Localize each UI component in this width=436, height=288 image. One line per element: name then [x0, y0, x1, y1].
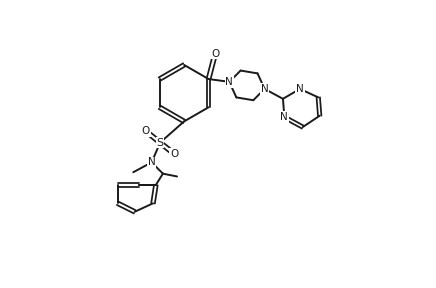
Text: N: N — [296, 84, 304, 94]
Text: N: N — [225, 77, 233, 87]
Text: O: O — [211, 49, 219, 59]
Text: N: N — [148, 157, 156, 167]
Text: O: O — [142, 126, 150, 136]
Text: N: N — [261, 84, 269, 94]
Text: S: S — [157, 138, 164, 147]
Text: N: N — [280, 112, 288, 122]
Text: O: O — [170, 149, 178, 159]
